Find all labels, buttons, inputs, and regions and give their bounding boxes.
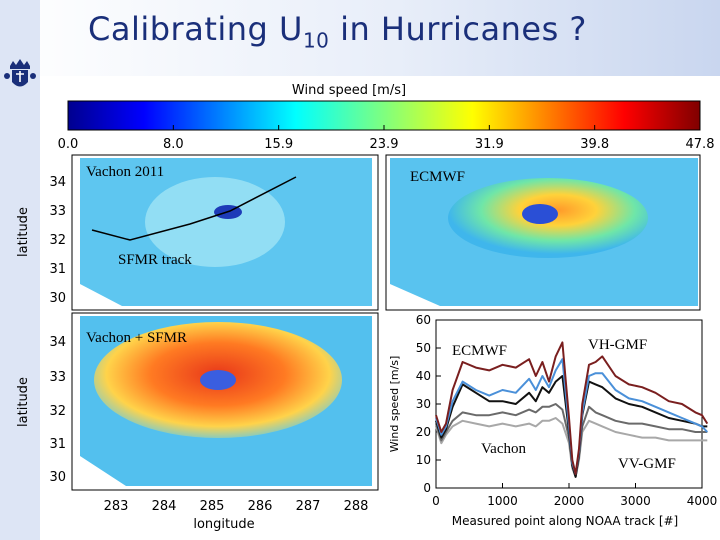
side-band xyxy=(0,0,40,540)
latitude-ticks-bottom: 34 33 32 31 30 xyxy=(49,335,66,485)
latitude-tick-label: 32 xyxy=(49,404,66,419)
colorbar-tick-label: 0.0 xyxy=(58,137,79,152)
label-sfmr-track: SFMR track xyxy=(118,252,192,268)
longitude-tick-label: 285 xyxy=(200,499,225,514)
annotation-vh-gmf: VH-GMF xyxy=(588,337,647,353)
colorbar-tick-label: 31.9 xyxy=(475,137,504,152)
latitude-tick-label: 34 xyxy=(49,175,66,190)
latitude-tick-label: 34 xyxy=(49,335,66,350)
title-subscript: 10 xyxy=(302,28,330,53)
map-eye xyxy=(200,370,236,390)
latitude-tick-label: 31 xyxy=(49,262,66,277)
y-tick-label: 10 xyxy=(416,453,431,467)
colorbar-tick-label: 47.8 xyxy=(686,137,715,152)
latitude-label-bottom: latitude xyxy=(16,377,31,427)
label-vachon-2011: Vachon 2011 xyxy=(86,164,164,180)
latitude-tick-label: 33 xyxy=(49,370,66,385)
label-vachon-sfmr: Vachon + SFMR xyxy=(86,330,187,346)
longitude-tick-label: 283 xyxy=(104,499,129,514)
y-tick-label: 60 xyxy=(416,313,431,327)
y-tick-label: 20 xyxy=(416,425,431,439)
chart-xlabel: Measured point along NOAA track [#] xyxy=(452,514,678,528)
label-ecmwf-map: ECMWF xyxy=(410,169,465,185)
sfmr-track-line xyxy=(91,176,297,241)
crown-logo-icon xyxy=(4,59,36,87)
title-prefix: Calibrating U xyxy=(88,10,303,48)
x-tick-label: 3000 xyxy=(620,494,651,508)
x-tick-label: 4000 xyxy=(687,494,718,508)
line-chart-series xyxy=(435,341,709,478)
colorbar-tick-label: 39.8 xyxy=(580,137,609,152)
title-suffix: in Hurricanes ? xyxy=(329,10,587,48)
y-tick-label: 50 xyxy=(416,341,431,355)
annotation-vachon: Vachon xyxy=(481,441,526,457)
map-eye xyxy=(522,204,558,224)
latitude-ticks-top: 34 33 32 31 30 xyxy=(49,175,66,306)
latitude-tick-label: 31 xyxy=(49,437,66,452)
colorbar-tick-label: 23.9 xyxy=(370,137,399,152)
latitude-tick-label: 33 xyxy=(49,204,66,219)
colorbar-ticks: 0.0 8.0 15.9 23.9 31.9 39.8 47.8 xyxy=(58,125,715,152)
y-tick-label: 30 xyxy=(416,397,431,411)
y-tick-label: 0 xyxy=(423,481,431,495)
annotation-ecmwf: ECMWF xyxy=(452,343,507,359)
longitude-label: longitude xyxy=(193,517,254,532)
x-tick-label: 0 xyxy=(432,494,440,508)
colorbar-title: Wind speed [m/s] xyxy=(292,83,406,98)
map-field xyxy=(145,177,285,267)
series-line-vh-gmf xyxy=(435,341,709,475)
annotation-vv-gmf: VV-GMF xyxy=(618,456,676,472)
colorbar-tick-label: 15.9 xyxy=(264,137,293,152)
longitude-tick-label: 287 xyxy=(296,499,321,514)
chart-ylabel: Wind speed [m/s] xyxy=(388,356,401,453)
latitude-tick-label: 32 xyxy=(49,233,66,248)
slide-header xyxy=(0,0,720,76)
longitude-tick-label: 284 xyxy=(152,499,177,514)
longitude-ticks: 283 284 285 286 287 288 xyxy=(104,499,369,514)
longitude-tick-label: 288 xyxy=(344,499,369,514)
y-tick-label: 40 xyxy=(416,369,431,383)
colorbar-tick-label: 8.0 xyxy=(163,137,184,152)
latitude-label-top: latitude xyxy=(16,207,31,257)
slide-title: Calibrating U10 in Hurricanes ? xyxy=(88,10,587,52)
x-tick-label: 1000 xyxy=(487,494,518,508)
latitude-tick-label: 30 xyxy=(49,470,66,485)
line-chart-ticks: 0 10 20 30 40 50 60 0 1000 2000 3000 4000 xyxy=(416,313,718,508)
longitude-tick-label: 286 xyxy=(248,499,273,514)
line-chart-frame xyxy=(435,319,703,489)
latitude-tick-label: 30 xyxy=(49,291,66,306)
x-tick-label: 2000 xyxy=(554,494,585,508)
